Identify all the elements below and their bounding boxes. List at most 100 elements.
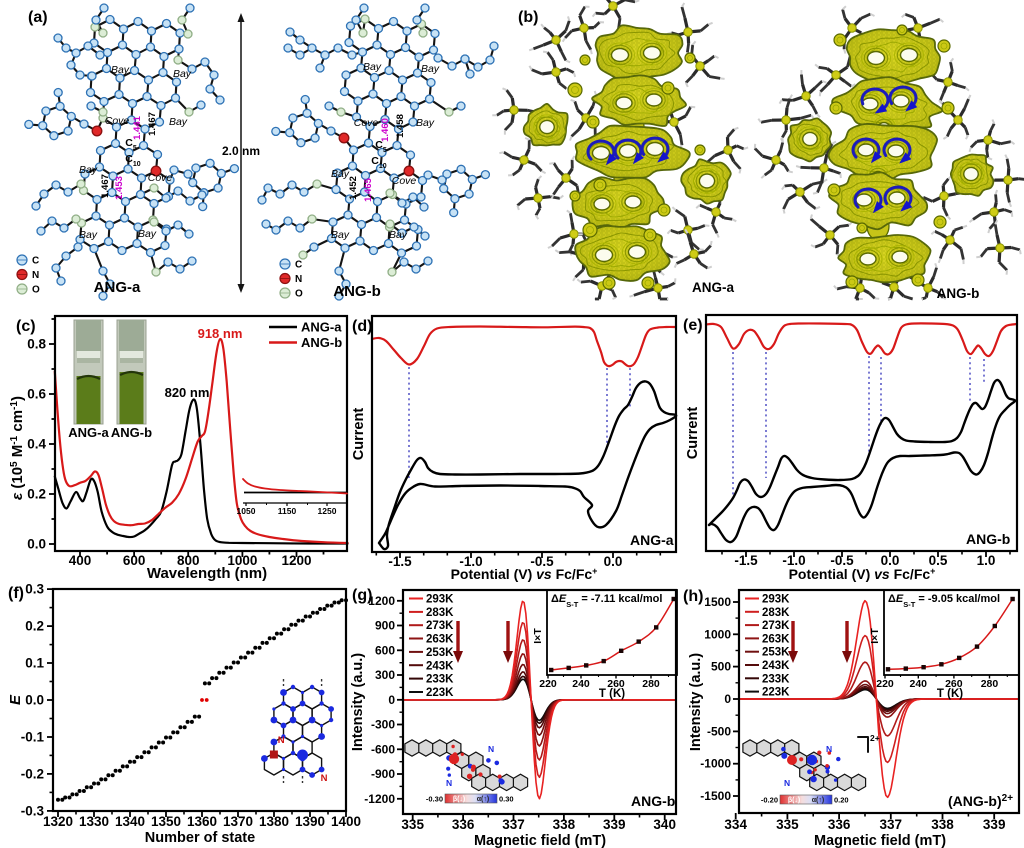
svg-text:-1.5: -1.5	[388, 554, 412, 569]
svg-text:N: N	[295, 274, 302, 285]
svg-text:Current: Current	[685, 407, 701, 460]
svg-text:Bay: Bay	[363, 61, 382, 73]
svg-text:1330: 1330	[79, 814, 109, 829]
svg-text:0.6: 0.6	[27, 387, 46, 402]
svg-text:Intensity (a.u.): Intensity (a.u.)	[350, 653, 366, 751]
svg-text:I×T: I×T	[869, 628, 881, 644]
svg-text:Bay: Bay	[138, 228, 157, 240]
svg-text:1000: 1000	[704, 627, 731, 641]
svg-text:340: 340	[653, 817, 676, 832]
svg-text:500: 500	[711, 660, 731, 674]
svg-text:(d): (d)	[352, 318, 372, 335]
svg-text:1.458: 1.458	[395, 114, 406, 138]
svg-text:(g): (g)	[352, 587, 372, 604]
svg-text:1.467: 1.467	[100, 174, 111, 198]
svg-text:ANG-a: ANG-a	[68, 425, 109, 440]
svg-text:-900: -900	[371, 767, 395, 781]
svg-text:Bay: Bay	[331, 229, 350, 241]
svg-text:338: 338	[931, 817, 954, 832]
svg-text:0.3: 0.3	[25, 582, 44, 597]
svg-text:-0.5: -0.5	[530, 554, 554, 569]
svg-text:(e): (e)	[683, 317, 703, 334]
svg-text:334: 334	[724, 817, 747, 832]
svg-text:E: E	[7, 694, 24, 705]
svg-text:293K: 293K	[762, 594, 790, 606]
svg-text:337: 337	[502, 817, 525, 832]
svg-text:260: 260	[607, 678, 625, 690]
svg-text:Bay: Bay	[416, 117, 435, 129]
svg-text:900: 900	[375, 619, 395, 633]
svg-text:ANG-b: ANG-b	[631, 793, 675, 809]
svg-text:0.30: 0.30	[499, 795, 514, 804]
svg-text:I×T: I×T	[532, 628, 544, 644]
svg-text:-1200: -1200	[364, 792, 395, 806]
svg-text:240: 240	[909, 678, 927, 690]
svg-text:N: N	[278, 735, 285, 746]
svg-text:220: 220	[539, 678, 557, 690]
svg-text:243K: 243K	[426, 660, 454, 672]
svg-text:-1500: -1500	[700, 789, 731, 803]
svg-text:ANG-a: ANG-a	[301, 320, 342, 335]
svg-text:0.1: 0.1	[25, 656, 44, 671]
svg-text:335: 335	[401, 817, 424, 832]
svg-text:1200: 1200	[281, 553, 311, 568]
svg-text:-600: -600	[371, 742, 395, 756]
svg-text:Magnetic field (mT): Magnetic field (mT)	[474, 833, 606, 848]
svg-text:(a): (a)	[28, 9, 48, 26]
svg-text:N: N	[488, 744, 494, 754]
svg-text:-300: -300	[371, 718, 395, 732]
svg-text:ANG-b: ANG-b	[301, 335, 342, 350]
svg-text:283K: 283K	[762, 607, 790, 619]
svg-text:1320: 1320	[43, 814, 73, 829]
svg-text:Bay: Bay	[111, 64, 130, 76]
svg-text:T (K): T (K)	[937, 688, 963, 700]
svg-text:600: 600	[375, 643, 395, 657]
svg-text:1390: 1390	[295, 814, 325, 829]
svg-text:-0.3: -0.3	[21, 803, 45, 818]
svg-text:1.453: 1.453	[114, 176, 125, 200]
svg-text:(h): (h)	[683, 588, 703, 605]
svg-text:-0.2: -0.2	[21, 766, 44, 781]
svg-text:0.8: 0.8	[27, 337, 46, 352]
svg-text:338: 338	[553, 817, 576, 832]
svg-text:0.0: 0.0	[25, 693, 44, 708]
svg-text:-500: -500	[707, 724, 731, 738]
svg-text:1380: 1380	[259, 814, 289, 829]
svg-text:253K: 253K	[762, 647, 790, 659]
svg-text:ε (105 M-1 cm-1): ε (105 M-1 cm-1)	[9, 396, 27, 500]
svg-text:Cove: Cove	[392, 175, 417, 187]
svg-text:220: 220	[876, 678, 894, 690]
svg-text:300: 300	[375, 668, 395, 682]
svg-text:(c): (c)	[16, 318, 36, 335]
svg-text:1.452: 1.452	[348, 176, 359, 200]
svg-text:Bay: Bay	[173, 68, 192, 80]
svg-text:240: 240	[572, 678, 590, 690]
svg-text:280: 280	[981, 678, 999, 690]
svg-text:0.0: 0.0	[881, 553, 900, 568]
svg-text:337: 337	[880, 817, 903, 832]
svg-text:1360: 1360	[187, 814, 217, 829]
svg-text:339: 339	[983, 817, 1006, 832]
svg-text:Bay: Bay	[421, 63, 440, 75]
svg-text:C5: C5	[125, 137, 137, 152]
svg-text:233K: 233K	[762, 673, 790, 685]
svg-text:-0.5: -0.5	[830, 553, 854, 568]
svg-text:ANG-a: ANG-a	[94, 279, 141, 296]
svg-text:C5: C5	[375, 139, 387, 154]
svg-text:N: N	[446, 778, 452, 788]
svg-text:1.441: 1.441	[132, 115, 143, 139]
svg-text:1400: 1400	[331, 814, 361, 829]
svg-text:ANG-b: ANG-b	[966, 531, 1010, 547]
svg-text:ANG-a: ANG-a	[692, 280, 734, 295]
svg-text:243K: 243K	[762, 660, 790, 672]
svg-text:2.0 nm: 2.0 nm	[222, 144, 260, 158]
svg-text:N: N	[784, 778, 790, 788]
svg-text:335: 335	[776, 817, 799, 832]
svg-text:Bay: Bay	[331, 168, 350, 180]
svg-text:260: 260	[945, 678, 963, 690]
svg-text:0.0: 0.0	[27, 537, 46, 552]
svg-text:263K: 263K	[426, 634, 454, 646]
svg-text:β(↓): β(↓)	[788, 797, 800, 804]
svg-text:0.0: 0.0	[604, 554, 623, 569]
svg-text:Cove: Cove	[105, 115, 130, 127]
